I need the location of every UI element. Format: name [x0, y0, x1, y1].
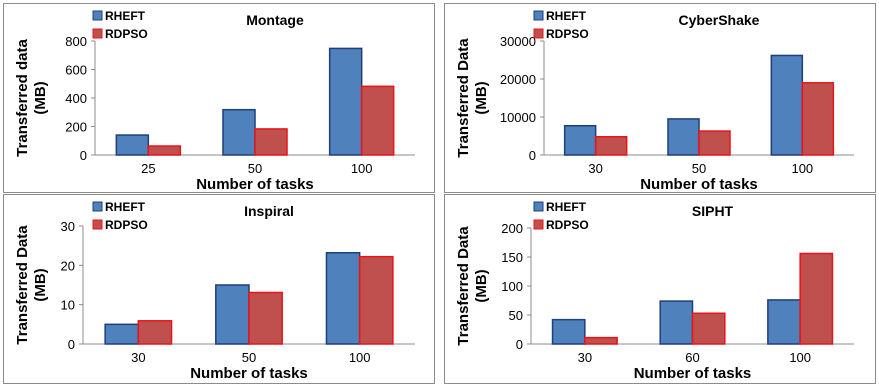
chart-inspiral: 0 10 20 30 30 50 100 Inspiral Number of tasks Tra…: [3, 194, 435, 384]
x-axis-label: Number of tasks: [640, 176, 758, 193]
bar-rheft-100: [770, 54, 804, 156]
y-tick-label: 100: [501, 279, 523, 294]
legend-label-rheft: RHEFT: [105, 9, 146, 23]
chart-title: CyberShake: [679, 12, 760, 28]
bar-rdpso-50: [248, 291, 283, 345]
legend-label-rheft: RHEFT: [546, 200, 587, 214]
y-tick-label: 600: [65, 63, 87, 78]
y-tick-label: 50: [509, 308, 523, 323]
legend-swatch-rheft: [533, 10, 544, 21]
bar-rdpso-30: [584, 336, 618, 345]
x-tick-label: 25: [141, 161, 155, 176]
y-tick-label: 0: [68, 337, 75, 352]
legend-swatch-rheft: [92, 201, 103, 212]
bar-rdpso-50: [698, 130, 731, 156]
legend-swatch-rdpso: [533, 28, 544, 39]
bar-rheft-100: [328, 47, 363, 156]
legend-label-rheft: RHEFT: [546, 9, 587, 23]
bar-rheft-30: [551, 318, 586, 345]
bar-rdpso-50: [254, 128, 288, 156]
bar-rheft-50: [667, 118, 700, 156]
y-axis-label-line2: (MB): [473, 81, 490, 114]
y-tick-label: 150: [501, 250, 523, 265]
chart-montage-svg: 0 200 400 600 800 25 50 100 Montage Number of tas…: [3, 3, 435, 193]
x-tick-label: 30: [131, 350, 145, 365]
x-tick-label: 30: [588, 161, 602, 176]
y-axis-label-line2: (MB): [473, 269, 490, 302]
x-tick-label: 100: [349, 350, 371, 365]
chart-inspiral-svg: 0 10 20 30 30 50 100 Inspiral Number of tasks Tra…: [3, 194, 435, 384]
bar-rdpso-30: [594, 136, 628, 156]
y-axis-label-line2: (MB): [32, 81, 49, 114]
y-tick-label: 20000: [500, 72, 536, 87]
legend-label-rheft: RHEFT: [105, 200, 146, 214]
bar-rdpso-100: [360, 85, 395, 156]
legend-label-rdpso: RDPSO: [105, 27, 148, 41]
legend-label-rdpso: RDPSO: [546, 27, 589, 41]
y-axis-label-line1: Transferred Data: [455, 38, 472, 158]
x-tick-label: 50: [248, 161, 262, 176]
legend-swatch-rheft: [533, 201, 544, 212]
bar-rheft-100: [325, 251, 361, 345]
y-tick-label: 0: [80, 148, 87, 163]
x-tick-label: 50: [692, 161, 706, 176]
y-tick-label: 400: [65, 91, 87, 106]
y-axis-label-line1: Transferred Data: [455, 226, 472, 346]
bar-rheft-25: [115, 134, 150, 156]
y-axis-label: Transferred Data (MB): [455, 226, 490, 346]
y-tick-label: 0: [529, 148, 536, 163]
x-tick-label: 60: [685, 350, 699, 365]
bar-rdpso-60: [691, 312, 726, 345]
y-axis-label-line2: (MB): [32, 268, 49, 301]
y-tick-label: 0: [516, 337, 523, 352]
y-axis-label: Transferred Data (MB): [455, 38, 490, 158]
bar-rdpso-100: [799, 252, 834, 345]
x-axis-label: Number of tasks: [634, 365, 752, 382]
chart-sipht: 0 50 100 150 200 30 60 100 SIPHT Number of tasks T…: [444, 194, 876, 384]
chart-title: Inspiral: [244, 203, 294, 219]
y-axis-label: Transferred data (MB): [14, 39, 49, 157]
x-tick-label: 100: [789, 350, 811, 365]
legend-swatch-rdpso: [92, 219, 103, 230]
y-tick-label: 10000: [500, 110, 536, 125]
x-tick-label: 30: [578, 350, 592, 365]
bar-rheft-50: [222, 108, 256, 156]
legend-label-rdpso: RDPSO: [105, 218, 148, 232]
legend-label-rdpso: RDPSO: [546, 218, 589, 232]
chart-sipht-svg: 0 50 100 150 200 30 60 100 SIPHT Number of tasks T…: [444, 194, 876, 384]
chart-cybershake-svg: 0 10000 20000 30000 30 50 100 CyberShake Number …: [444, 3, 876, 193]
y-tick-label: 20: [61, 258, 75, 273]
chart-title: Montage: [246, 12, 304, 28]
x-tick-label: 50: [242, 350, 256, 365]
y-tick-label: 10: [61, 298, 75, 313]
legend-swatch-rdpso: [533, 219, 544, 230]
y-tick-label: 30000: [500, 34, 536, 49]
bar-rdpso-100: [801, 82, 835, 156]
legend-swatch-rheft: [92, 10, 103, 21]
y-axis-label-line1: Transferred data: [14, 39, 31, 157]
y-tick-label: 800: [65, 34, 87, 49]
x-tick-label: 100: [791, 161, 813, 176]
bar-rdpso-25: [147, 145, 182, 156]
x-axis-label: Number of tasks: [190, 365, 308, 382]
legend-swatch-rdpso: [92, 28, 103, 39]
y-axis-label: Transferred Data (MB): [14, 225, 49, 345]
bar-rheft-60: [659, 300, 694, 345]
chart-montage: 0 200 400 600 800 25 50 100 Montage Number of tas…: [3, 3, 435, 193]
y-tick-label: 200: [65, 120, 87, 135]
y-axis-label-line1: Transferred Data: [14, 225, 31, 345]
bar-rdpso-100: [358, 255, 394, 345]
bar-rheft-100: [767, 299, 801, 345]
y-tick-label: 200: [501, 221, 523, 236]
chart-cybershake: 0 10000 20000 30000 30 50 100 CyberShake Number …: [444, 3, 876, 193]
bar-rheft-30: [563, 124, 597, 156]
x-tick-label: 100: [351, 161, 373, 176]
x-axis-label: Number of tasks: [196, 176, 314, 193]
y-tick-label: 30: [61, 219, 75, 234]
bar-rdpso-30: [137, 320, 173, 345]
bar-rheft-30: [104, 323, 140, 345]
bar-rheft-50: [215, 284, 250, 345]
chart-title: SIPHT: [692, 203, 734, 219]
